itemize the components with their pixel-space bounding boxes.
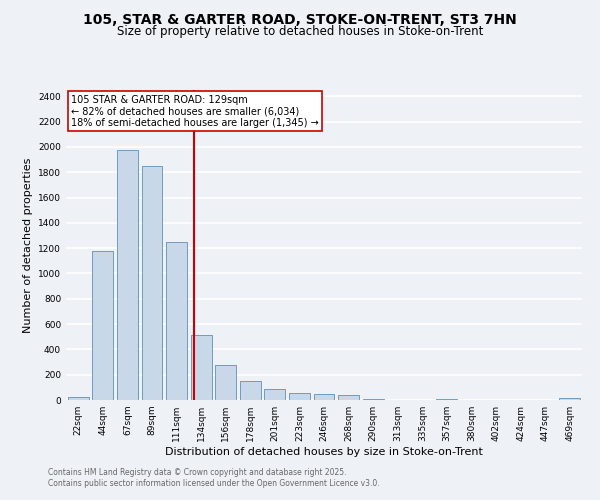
Bar (265, 388, 286, 400)
Bar (142, 166, 163, 400)
Bar (289, 393, 310, 400)
Bar (338, 395, 359, 400)
Y-axis label: Number of detached properties: Number of detached properties (23, 158, 32, 332)
Bar (559, 398, 580, 400)
Bar (215, 364, 236, 400)
Bar (314, 394, 334, 400)
Bar (92, 252, 113, 400)
Bar (240, 381, 261, 400)
Bar (117, 150, 138, 400)
Bar (191, 336, 212, 400)
Bar (166, 242, 187, 400)
Bar (362, 398, 383, 400)
Bar (68, 397, 89, 400)
Text: 105 STAR & GARTER ROAD: 129sqm
← 82% of detached houses are smaller (6,034)
18% : 105 STAR & GARTER ROAD: 129sqm ← 82% of … (71, 94, 319, 128)
Text: Contains HM Land Registry data © Crown copyright and database right 2025.
Contai: Contains HM Land Registry data © Crown c… (48, 468, 380, 487)
Text: Size of property relative to detached houses in Stoke-on-Trent: Size of property relative to detached ho… (117, 25, 483, 38)
Text: 105, STAR & GARTER ROAD, STOKE-ON-TRENT, ST3 7HN: 105, STAR & GARTER ROAD, STOKE-ON-TRENT,… (83, 12, 517, 26)
X-axis label: Distribution of detached houses by size in Stoke-on-Trent: Distribution of detached houses by size … (165, 447, 483, 457)
